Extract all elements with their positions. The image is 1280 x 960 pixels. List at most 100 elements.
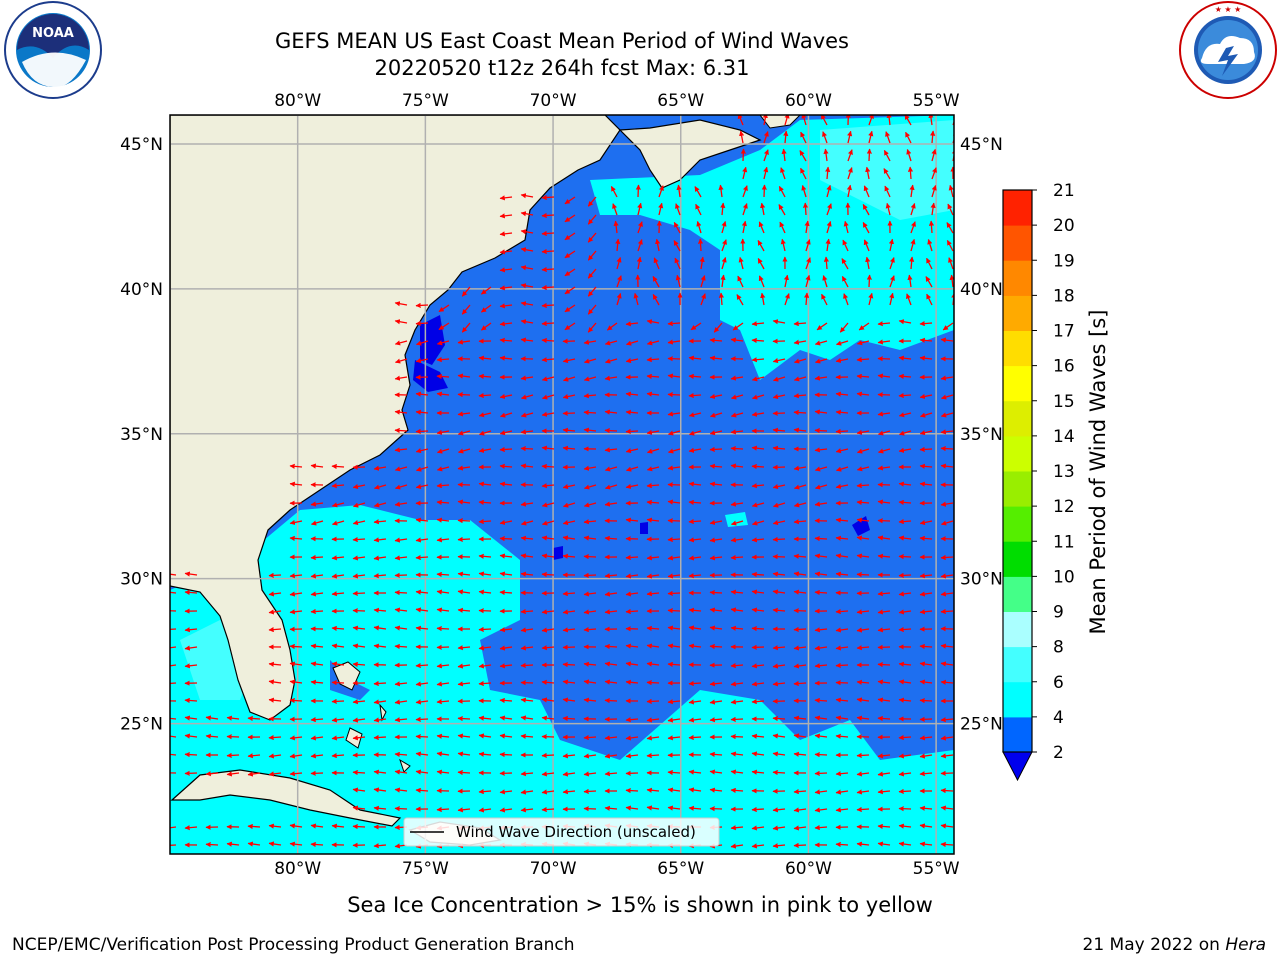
wave-arrow	[289, 661, 303, 667]
wave-arrow	[604, 805, 618, 811]
wave-arrow	[541, 376, 555, 382]
wave-arrow	[478, 447, 492, 453]
wave-arrow	[731, 394, 744, 400]
wave-arrow	[436, 537, 450, 543]
wave-arrow	[877, 465, 891, 471]
wave-arrow	[940, 643, 954, 649]
wave-arrow	[457, 807, 471, 813]
wave-arrow	[289, 735, 303, 741]
wave-arrow	[919, 463, 933, 469]
wave-arrow	[541, 194, 555, 201]
wave-arrow	[247, 753, 261, 759]
wave-arrow	[709, 393, 723, 400]
map-frame	[169, 114, 955, 855]
wave-arrow	[583, 753, 597, 759]
legend-label: Wind Wave Direction (unscaled)	[456, 823, 696, 841]
wave-arrow	[289, 679, 303, 685]
wave-arrow	[457, 571, 471, 577]
wave-arrow	[373, 805, 387, 811]
wave-arrow	[562, 697, 576, 703]
colorbar-swatch	[1003, 330, 1032, 367]
wave-arrow	[720, 202, 726, 216]
wave-arrow	[499, 697, 513, 704]
wave-arrow	[541, 752, 555, 759]
wave-arrow	[268, 679, 282, 685]
wave-arrow	[478, 589, 492, 595]
wave-arrow	[499, 430, 513, 436]
wave-arrow	[793, 663, 807, 669]
wave-arrow	[457, 482, 471, 488]
wave-arrow	[667, 573, 681, 579]
wave-arrow	[436, 373, 450, 380]
wave-arrow	[226, 752, 240, 759]
wave-arrow	[919, 337, 933, 343]
colorbar-swatch	[1003, 681, 1032, 718]
wave-arrow	[584, 484, 597, 490]
wave-arrow	[940, 445, 954, 452]
wave-arrow	[394, 409, 408, 415]
wave-arrow	[394, 769, 408, 775]
wave-arrow	[562, 357, 576, 364]
wave-arrow	[583, 609, 597, 615]
wave-arrow	[856, 715, 870, 721]
wave-arrow	[583, 788, 597, 795]
wave-arrow	[583, 465, 597, 471]
wave-arrow	[646, 680, 660, 686]
wave-arrow	[772, 769, 786, 776]
wave-arrow	[499, 267, 513, 273]
wave-arrow	[646, 466, 660, 472]
wave-arrow	[373, 787, 387, 793]
wave-arrow	[646, 717, 660, 723]
wave-arrow	[700, 293, 706, 306]
wave-arrow	[694, 186, 702, 198]
wave-arrow	[604, 501, 618, 507]
lat-tick-label-left: 35°N	[120, 425, 163, 445]
colorbar-swatch	[1003, 646, 1032, 683]
wave-arrow	[802, 202, 809, 216]
wave-arrow	[814, 375, 828, 381]
colorbar-swatch	[1003, 190, 1032, 226]
wave-arrow	[751, 806, 765, 813]
colorbar: 2 4 6 8 9 10 11 12 13 14 15 16 17 18 19 20 21 Mean Perio…	[1002, 181, 1110, 782]
wave-arrow	[931, 148, 937, 162]
wave-arrow	[499, 770, 513, 776]
wave-arrow	[520, 211, 534, 217]
wave-arrow	[625, 805, 639, 811]
wave-arrow	[667, 699, 681, 705]
wave-arrow	[814, 589, 828, 596]
wave-arrow	[948, 257, 954, 270]
wave-arrow	[793, 680, 807, 687]
wave-arrow	[331, 591, 345, 597]
lon-tick-label-bottom: 75°W	[402, 859, 449, 879]
wave-arrow	[541, 734, 555, 740]
colorbar-tick-label: 4	[1053, 708, 1064, 728]
wave-arrow	[310, 770, 324, 776]
wave-arrow	[373, 680, 387, 687]
wave-arrow	[793, 321, 807, 327]
wave-arrow	[637, 202, 643, 216]
wave-arrow	[858, 322, 870, 331]
wave-arrow	[310, 501, 324, 507]
wave-arrow	[826, 184, 832, 198]
wave-arrow	[718, 292, 724, 306]
wave-arrow	[436, 769, 450, 775]
wave-arrow	[646, 735, 660, 741]
wave-arrow	[205, 771, 219, 777]
wave-arrow	[352, 520, 366, 526]
wave-arrow	[625, 357, 639, 364]
wave-arrow	[541, 571, 555, 578]
wave-arrow	[457, 499, 471, 505]
wave-arrow	[835, 483, 849, 490]
wave-arrow	[289, 753, 303, 759]
wave-arrow	[856, 679, 870, 685]
wave-arrow	[856, 535, 870, 541]
wave-arrow	[919, 573, 933, 579]
wave-arrow	[542, 394, 555, 400]
wave-arrow	[947, 203, 954, 216]
wave-arrow	[919, 735, 933, 741]
wave-arrow	[647, 448, 660, 454]
wave-arrow	[457, 733, 471, 739]
wave-arrow	[856, 697, 870, 703]
wave-arrow	[520, 535, 534, 541]
lat-tick-label-right: 25°N	[960, 715, 1003, 735]
